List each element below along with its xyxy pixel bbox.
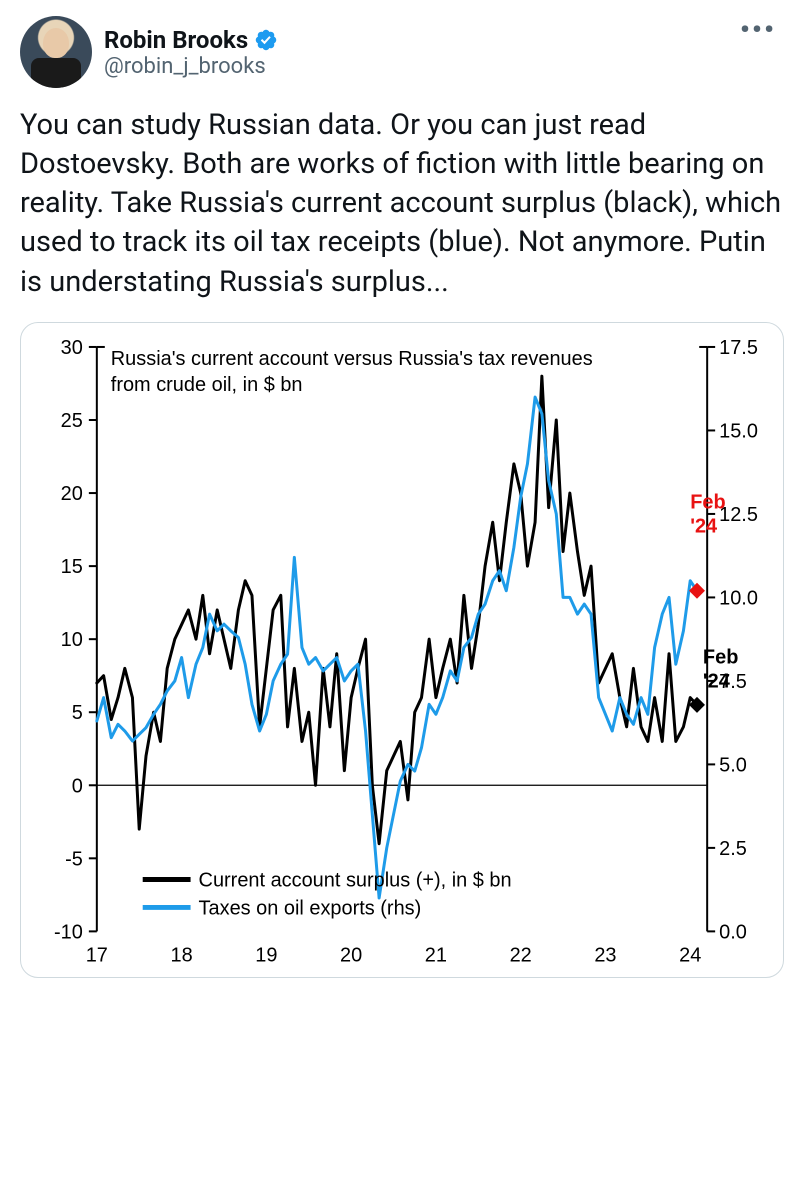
svg-text:21: 21 [425, 944, 447, 966]
tweet-header: Robin Brooks @robin_j_brooks ••• [20, 16, 784, 88]
svg-text:15: 15 [61, 556, 83, 578]
svg-text:0.0: 0.0 [719, 921, 747, 943]
svg-text:Current account surplus (+), i: Current account surplus (+), in $ bn [199, 869, 512, 891]
svg-text:-5: -5 [65, 848, 83, 870]
svg-text:19: 19 [255, 944, 277, 966]
name-row: Robin Brooks [104, 26, 278, 54]
svg-text:0: 0 [72, 775, 83, 797]
svg-text:24: 24 [679, 944, 701, 966]
svg-text:17.5: 17.5 [719, 337, 758, 359]
svg-text:30: 30 [61, 337, 83, 359]
svg-text:15.0: 15.0 [719, 420, 758, 442]
svg-text:Russia's current account versu: Russia's current account versus Russia's… [111, 348, 593, 370]
svg-text:10: 10 [61, 629, 83, 651]
chart-svg: -10-50510152025300.02.55.07.510.012.515.… [33, 333, 771, 971]
svg-text:from crude oil, in $ bn: from crude oil, in $ bn [111, 374, 303, 396]
svg-text:'24: '24 [690, 515, 717, 537]
verified-badge-icon [254, 28, 278, 52]
handle[interactable]: @robin_j_brooks [104, 54, 278, 79]
svg-text:18: 18 [171, 944, 193, 966]
svg-text:-10: -10 [54, 921, 83, 943]
svg-text:20: 20 [340, 944, 362, 966]
svg-text:Taxes on oil exports (rhs): Taxes on oil exports (rhs) [199, 897, 422, 919]
more-icon[interactable]: ••• [732, 16, 784, 44]
svg-text:'24: '24 [703, 670, 730, 692]
chart-card[interactable]: -10-50510152025300.02.55.07.510.012.515.… [20, 322, 784, 978]
svg-text:22: 22 [510, 944, 532, 966]
svg-text:10.0: 10.0 [719, 587, 758, 609]
svg-text:Feb: Feb [690, 491, 725, 513]
svg-text:17: 17 [86, 944, 108, 966]
svg-text:Feb: Feb [703, 646, 738, 668]
tweet-container: Robin Brooks @robin_j_brooks ••• You can… [0, 0, 804, 994]
avatar[interactable] [20, 16, 92, 88]
profile-block[interactable]: Robin Brooks @robin_j_brooks [20, 16, 278, 88]
name-block: Robin Brooks @robin_j_brooks [104, 26, 278, 79]
display-name[interactable]: Robin Brooks [104, 26, 248, 54]
svg-text:23: 23 [594, 944, 616, 966]
tweet-text: You can study Russian data. Or you can j… [20, 106, 784, 302]
svg-text:5: 5 [72, 702, 83, 724]
svg-text:5.0: 5.0 [719, 754, 747, 776]
svg-text:2.5: 2.5 [719, 838, 747, 860]
svg-text:20: 20 [61, 483, 83, 505]
svg-text:25: 25 [61, 410, 83, 432]
